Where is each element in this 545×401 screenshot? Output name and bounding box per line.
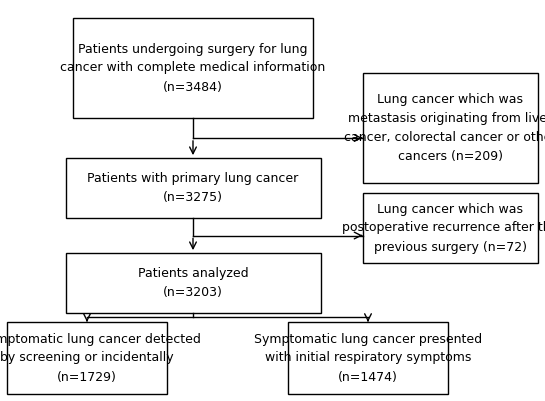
- Bar: [288, 322, 448, 394]
- Bar: [65, 158, 320, 218]
- Text: Lung cancer which was
postoperative recurrence after the
previous surgery (n=72): Lung cancer which was postoperative recu…: [342, 203, 545, 253]
- Text: Lung cancer which was
metastasis originating from liver
cancer, colorectal cance: Lung cancer which was metastasis origina…: [344, 93, 545, 163]
- Text: Patients with primary lung cancer
(n=3275): Patients with primary lung cancer (n=327…: [87, 172, 299, 204]
- Text: Patients analyzed
(n=3203): Patients analyzed (n=3203): [138, 267, 249, 299]
- Bar: [7, 322, 167, 394]
- Text: Patients undergoing surgery for lung
cancer with complete medical information
(n: Patients undergoing surgery for lung can…: [60, 43, 325, 93]
- Bar: [65, 253, 320, 313]
- Text: Asymptomatic lung cancer detected
by screening or incidentally
(n=1729): Asymptomatic lung cancer detected by scr…: [0, 332, 201, 383]
- Text: Symptomatic lung cancer presented
with initial respiratory symptoms
(n=1474): Symptomatic lung cancer presented with i…: [254, 332, 482, 383]
- Bar: [362, 193, 537, 263]
- Bar: [73, 18, 313, 118]
- Bar: [362, 73, 537, 183]
